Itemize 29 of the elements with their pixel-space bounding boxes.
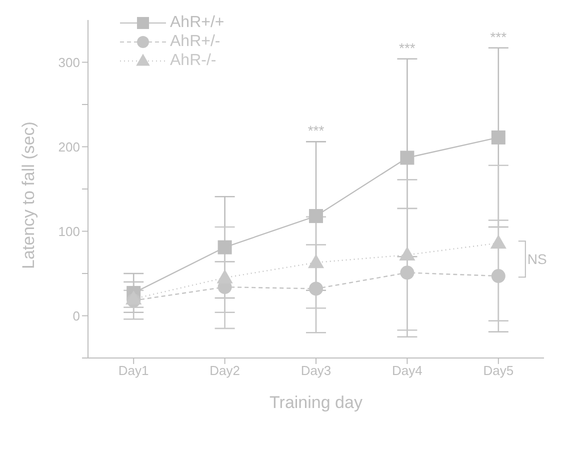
y-axis-title: Latency to fall (sec) bbox=[19, 122, 38, 269]
y-tick-label: 300 bbox=[58, 54, 80, 70]
point bbox=[309, 282, 323, 296]
point bbox=[490, 234, 506, 249]
y-tick-label: 100 bbox=[58, 224, 80, 239]
point bbox=[309, 209, 323, 224]
annotation: *** bbox=[490, 28, 508, 45]
annotation: *** bbox=[308, 122, 325, 139]
point bbox=[126, 290, 142, 304]
y-tick-label: 200 bbox=[58, 139, 80, 154]
point bbox=[218, 240, 232, 254]
x-tick-label: Day3 bbox=[300, 363, 332, 378]
x-tick-label: Day4 bbox=[392, 363, 422, 378]
x-tick-label: Day2 bbox=[210, 363, 240, 378]
point bbox=[491, 130, 506, 144]
point bbox=[491, 269, 506, 284]
point bbox=[400, 150, 414, 165]
x-axis-title: Training day bbox=[270, 393, 363, 412]
x-tick-label: Day5 bbox=[483, 363, 514, 378]
point bbox=[400, 266, 414, 280]
legend-label: AhR+/+ bbox=[170, 14, 224, 32]
point bbox=[399, 246, 416, 261]
legend-label: AhR+/- bbox=[170, 33, 220, 51]
point bbox=[308, 254, 324, 268]
x-tick-label: Day1 bbox=[118, 363, 149, 378]
point bbox=[216, 269, 233, 284]
annotation: NS bbox=[527, 251, 547, 268]
annotation: *** bbox=[399, 40, 416, 56]
y-tick-label: 0 bbox=[72, 308, 80, 324]
